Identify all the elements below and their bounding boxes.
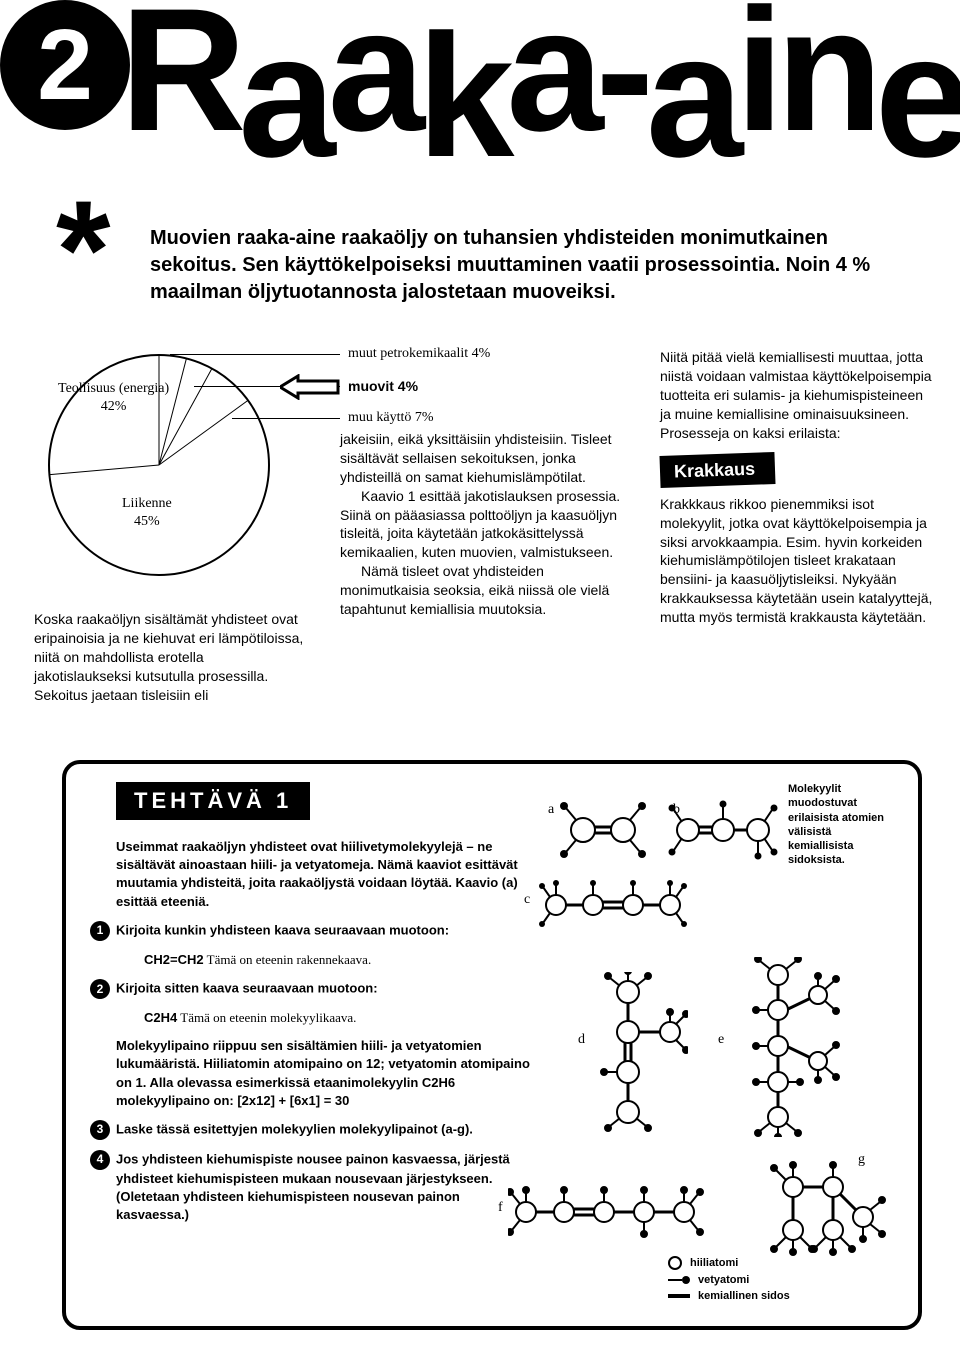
molecule-f <box>508 1182 718 1242</box>
intro-text: Muovien raaka-aine raakaöljy on tuhansie… <box>150 225 920 306</box>
bullet-1: 1 <box>90 921 110 941</box>
molecule-b <box>668 792 778 862</box>
pie-chart: Teollisuus (energia)42% Liikenne45% <box>34 340 284 590</box>
pie-label-transport: Liikenne45% <box>122 495 172 531</box>
task-q1: 1Kirjoita kunkin yhdisteen kaava seuraav… <box>116 921 536 941</box>
molecule-c <box>538 877 708 937</box>
callout-plastics: muovit 4% <box>348 378 418 394</box>
legend-carbon-label: hiiliatomi <box>690 1257 738 1269</box>
body-col-2: jakeisiin, eikä yksittäisiin yhdisteisii… <box>340 430 630 619</box>
molecule-e <box>718 957 858 1137</box>
mol-label-c: c <box>524 892 530 908</box>
arrow-icon <box>280 374 342 400</box>
mol-label-g: g <box>858 1152 865 1168</box>
molecule-diagrams: Molekyylit muodostuvat erilaisista atomi… <box>518 782 898 1312</box>
task-q2: 2Kirjoita sitten kaava seuraavaan muotoo… <box>116 979 536 999</box>
molecule-g <box>748 1152 888 1272</box>
legend: hiiliatomi vetyatomi kemiallinen sidos <box>668 1256 790 1306</box>
bullet-4: 4 <box>90 1150 110 1170</box>
callout-other: muu käyttö 7% <box>348 410 434 426</box>
task-mass-text: Molekyylipaino riippuu sen sisältämien h… <box>116 1037 536 1110</box>
leader-line <box>232 418 340 419</box>
chapter-badge: 2 <box>0 0 130 130</box>
page-headline: Raaka-aineet <box>120 0 960 171</box>
callout-petro: muut petrokemikaalit 4% <box>348 346 490 362</box>
task-intro: Useimmat raakaöljyn yhdisteet ovat hiili… <box>116 838 536 911</box>
col2-p1: jakeisiin, eikä yksittäisiin yhdisteisii… <box>340 430 630 487</box>
bullet-2: 2 <box>90 979 110 999</box>
body-col-3: Niitä pitää vielä kemiallisesti muuttaa,… <box>660 348 935 627</box>
molecule-a <box>558 792 648 862</box>
task-q3: 3Laske tässä esitettyjen molekyylien mol… <box>116 1120 536 1140</box>
body-col-1: Koska raakaöljyn sisältämät yhdisteet ov… <box>34 610 304 704</box>
mol-label-e: e <box>718 1032 724 1048</box>
asterisk-icon: * <box>56 180 110 320</box>
mol-label-a: a <box>548 802 554 818</box>
mol-label-f: f <box>498 1200 503 1216</box>
col2-p3: Nämä tisleet ovat yhdisteiden monimutkai… <box>340 562 630 619</box>
task-title: TEHTÄVÄ 1 <box>116 782 310 820</box>
task-q2-example: C2H4 Tämä on eteenin molekyylikaava. <box>144 1009 536 1027</box>
molecule-d <box>588 972 688 1132</box>
legend-carbon-icon <box>668 1256 682 1270</box>
bullet-3: 3 <box>90 1120 110 1140</box>
tag-krakkaus: Krakkaus <box>659 452 775 488</box>
molecule-note: Molekyylit muodostuvat erilaisista atomi… <box>788 782 898 868</box>
task-left-column: Useimmat raakaöljyn yhdisteet ovat hiili… <box>116 838 536 1224</box>
task-q1-example: CH2=CH2 Tämä on eteenin rakennekaava. <box>144 951 536 969</box>
col3-p1: Niitä pitää vielä kemiallisesti muuttaa,… <box>660 348 935 442</box>
pie-label-industry: Teollisuus (energia)42% <box>58 380 169 416</box>
col2-p2: Kaavio 1 esittää jakotislauksen prosessi… <box>340 487 630 563</box>
chapter-number: 2 <box>37 8 93 123</box>
legend-bond-icon <box>668 1294 690 1298</box>
task-q4: 4Jos yhdisteen kiehumispiste nousee pain… <box>116 1150 536 1225</box>
col3-p2: Krakkkaus rikkoo pienemmiksi isot moleky… <box>660 495 935 627</box>
legend-hydrogen-label: vetyatomi <box>698 1274 749 1286</box>
legend-bond-label: kemiallinen sidos <box>698 1290 790 1302</box>
task-box: TEHTÄVÄ 1 Useimmat raakaöljyn yhdisteet … <box>62 760 922 1330</box>
legend-hydrogen-icon <box>668 1276 690 1284</box>
mol-label-d: d <box>578 1032 585 1048</box>
leader-line <box>170 354 340 355</box>
mol-label-b: b <box>673 802 680 818</box>
